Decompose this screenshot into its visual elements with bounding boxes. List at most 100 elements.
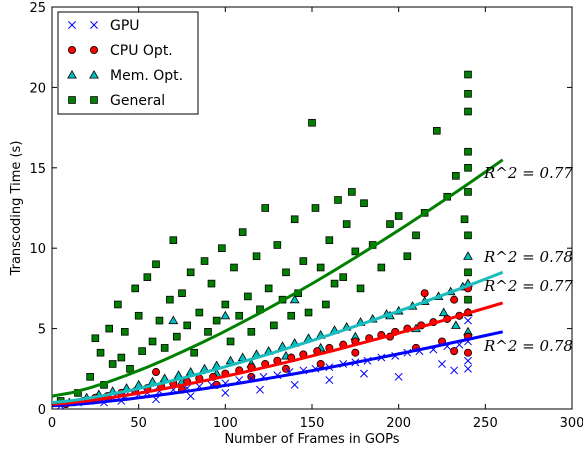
point-s3-21 <box>169 236 178 244</box>
point-s3-57 <box>325 236 334 244</box>
point-s3-29 <box>204 328 212 336</box>
r2-label-s0: R^2 = 0.78 <box>483 337 573 355</box>
point-s3-73 <box>432 127 441 135</box>
point-s3-2 <box>86 373 94 381</box>
point-s3-48 <box>287 311 295 320</box>
point-s3-84 <box>464 90 472 98</box>
point-s3-75 <box>452 172 460 180</box>
point-s3-11 <box>126 364 134 373</box>
point-s1-47 <box>151 368 160 377</box>
point-s3-85 <box>464 163 472 172</box>
x-axis-label: Number of Frames in GOPs <box>224 432 399 447</box>
point-s3-13 <box>134 311 143 320</box>
legend-item-s3: General <box>68 93 165 109</box>
fit-line-s1 <box>51 301 504 406</box>
fit-lines <box>51 158 504 408</box>
point-s3-76 <box>460 215 469 224</box>
point-s3-62 <box>348 188 356 196</box>
point-s3-63 <box>351 247 360 256</box>
y-axis-label: Transcoding Time (s) <box>9 141 24 277</box>
point-s2-45 <box>168 315 179 325</box>
point-s3-17 <box>152 260 160 269</box>
point-s0-39-stroke-b <box>360 369 368 378</box>
point-s3-71 <box>412 231 420 240</box>
legend-marker-a-s2 <box>67 69 77 79</box>
fit-line-s3 <box>51 158 504 398</box>
point-s0-43-stroke-b <box>221 388 230 397</box>
legend-marker-a-s1 <box>68 46 77 55</box>
x-tick-label-4: 200 <box>386 416 411 431</box>
legend: GPU CPU Opt. Mem. Opt. General <box>57 11 199 115</box>
legend-marker-a-s0-stroke-b <box>68 21 76 29</box>
point-s3-34 <box>226 337 235 346</box>
point-s1-33 <box>463 348 472 357</box>
point-s3-44 <box>270 321 278 330</box>
series-3-points <box>56 70 472 405</box>
y-tick-label-1: 5 <box>38 323 46 338</box>
legend-marker-b-s0 <box>90 21 98 29</box>
point-s3-19 <box>160 344 169 352</box>
legend-label-s3: General <box>110 93 165 109</box>
point-s0-33-stroke-b <box>464 356 472 365</box>
point-s3-59 <box>334 196 342 204</box>
fit-line-s2 <box>51 270 504 405</box>
point-s3-32 <box>218 244 226 253</box>
point-s2-12 <box>225 355 236 365</box>
point-s0-39 <box>360 369 368 378</box>
point-s3-6 <box>105 324 114 333</box>
point-s3-10 <box>121 328 129 336</box>
point-s0-38-stroke-b <box>394 372 403 381</box>
legend-item-s1: CPU Opt. <box>68 43 173 59</box>
point-s3-52 <box>304 308 313 317</box>
point-s3-47 <box>282 268 290 277</box>
point-s0-44-stroke-b <box>186 392 195 401</box>
point-s1-46 <box>450 295 459 304</box>
legend-marker-a-s0 <box>68 21 76 29</box>
point-s1-35 <box>450 347 459 356</box>
point-s3-40 <box>252 252 261 261</box>
point-s3-3 <box>91 334 100 343</box>
point-s3-20 <box>166 295 174 304</box>
point-s2-36 <box>438 307 449 317</box>
point-s3-28 <box>200 257 209 265</box>
point-s0-31-stroke-b <box>455 340 464 349</box>
point-s3-77 <box>464 70 472 79</box>
fit-line-s0 <box>51 330 504 408</box>
point-s3-60 <box>339 273 347 281</box>
point-s0-33 <box>464 356 472 365</box>
legend-marker-b-s0-stroke-b <box>90 21 98 29</box>
point-s1-45 <box>420 289 429 298</box>
point-s3-53 <box>308 118 316 127</box>
point-s3-43 <box>264 284 273 293</box>
point-s0-37-stroke-b <box>438 360 446 368</box>
point-s3-65 <box>360 199 368 207</box>
point-s0-35 <box>464 316 472 325</box>
point-s3-78 <box>464 107 472 116</box>
point-s3-80 <box>464 188 472 196</box>
point-s3-14 <box>138 347 146 355</box>
legend-label-s2: Mem. Opt. <box>110 68 183 84</box>
x-tick-label-2: 100 <box>213 416 238 431</box>
point-s3-27 <box>195 308 204 317</box>
point-s3-64 <box>356 284 365 293</box>
point-s3-37 <box>238 228 247 236</box>
point-s1-39 <box>351 348 360 357</box>
point-s3-61 <box>342 220 351 228</box>
point-s3-16 <box>148 337 157 346</box>
point-s3-15 <box>143 273 152 281</box>
point-s3-54 <box>311 204 320 212</box>
point-s3-36 <box>235 311 244 320</box>
point-s3-25 <box>186 268 195 277</box>
point-s3-38 <box>244 292 252 301</box>
point-s0-41 <box>290 380 299 389</box>
legend-marker-b-s2 <box>89 69 99 79</box>
r2-label-s1: R^2 = 0.77 <box>483 277 573 295</box>
x-tick-label-6: 300 <box>560 416 583 431</box>
point-s0-43 <box>221 388 230 397</box>
point-s0-34-stroke-b <box>464 364 472 373</box>
point-s3-49 <box>290 215 299 224</box>
point-s0-40 <box>325 376 334 385</box>
point-s0-45-stroke-b <box>152 395 160 404</box>
x-tick-label-3: 150 <box>300 416 325 431</box>
